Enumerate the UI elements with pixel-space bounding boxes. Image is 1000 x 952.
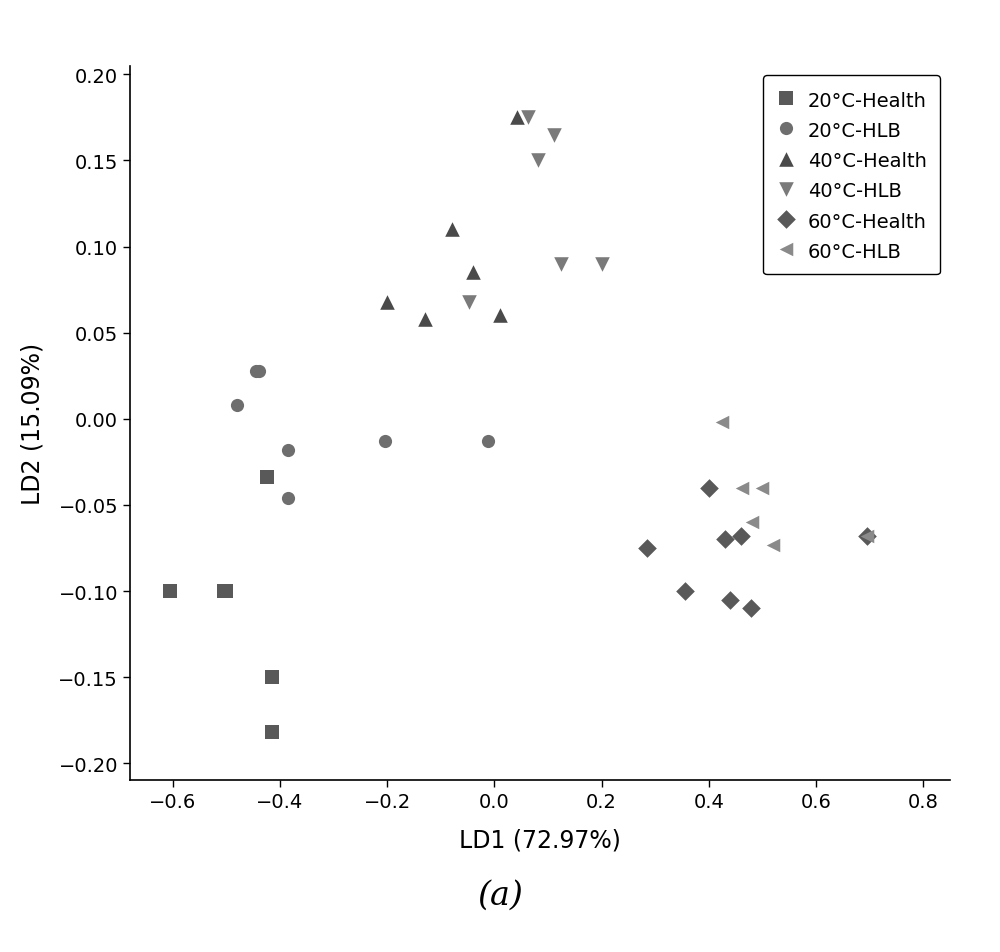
40°C-Health: [492, 308, 508, 324]
60°C-HLB: [754, 481, 770, 496]
60°C-Health: [859, 528, 875, 544]
20°C-Health: [259, 470, 275, 486]
40°C-Health: [417, 312, 433, 327]
40°C-HLB: [530, 153, 546, 169]
40°C-Health: [444, 223, 460, 238]
20°C-Health: [216, 584, 232, 599]
40°C-Health: [509, 110, 525, 126]
Text: (a): (a): [477, 879, 523, 911]
40°C-HLB: [594, 257, 610, 272]
20°C-HLB: [280, 443, 296, 458]
60°C-HLB: [859, 528, 875, 544]
20°C-HLB: [248, 364, 264, 379]
20°C-Health: [264, 724, 280, 740]
20°C-Health: [162, 584, 178, 599]
20°C-Health: [218, 584, 234, 599]
40°C-HLB: [546, 128, 562, 143]
60°C-Health: [701, 481, 717, 496]
60°C-Health: [733, 528, 749, 544]
40°C-HLB: [553, 257, 569, 272]
20°C-Health: [264, 670, 280, 685]
40°C-HLB: [520, 110, 536, 126]
60°C-Health: [722, 592, 738, 607]
20°C-HLB: [251, 364, 267, 379]
60°C-HLB: [734, 481, 750, 496]
20°C-HLB: [377, 434, 393, 449]
60°C-Health: [743, 601, 759, 616]
60°C-Health: [677, 584, 693, 599]
60°C-HLB: [765, 537, 781, 552]
40°C-Health: [465, 266, 481, 281]
Legend: 20°C-Health, 20°C-HLB, 40°C-Health, 40°C-HLB, 60°C-Health, 60°C-HLB: 20°C-Health, 20°C-HLB, 40°C-Health, 40°C…: [763, 76, 940, 275]
60°C-Health: [639, 541, 655, 556]
X-axis label: LD1 (72.97%): LD1 (72.97%): [459, 828, 621, 852]
40°C-Health: [379, 295, 395, 310]
20°C-HLB: [480, 434, 496, 449]
20°C-HLB: [280, 491, 296, 506]
60°C-HLB: [744, 515, 760, 530]
60°C-Health: [717, 532, 733, 547]
20°C-HLB: [229, 398, 245, 413]
60°C-HLB: [714, 415, 730, 430]
40°C-HLB: [461, 295, 477, 310]
Y-axis label: LD2 (15.09%): LD2 (15.09%): [21, 343, 45, 505]
